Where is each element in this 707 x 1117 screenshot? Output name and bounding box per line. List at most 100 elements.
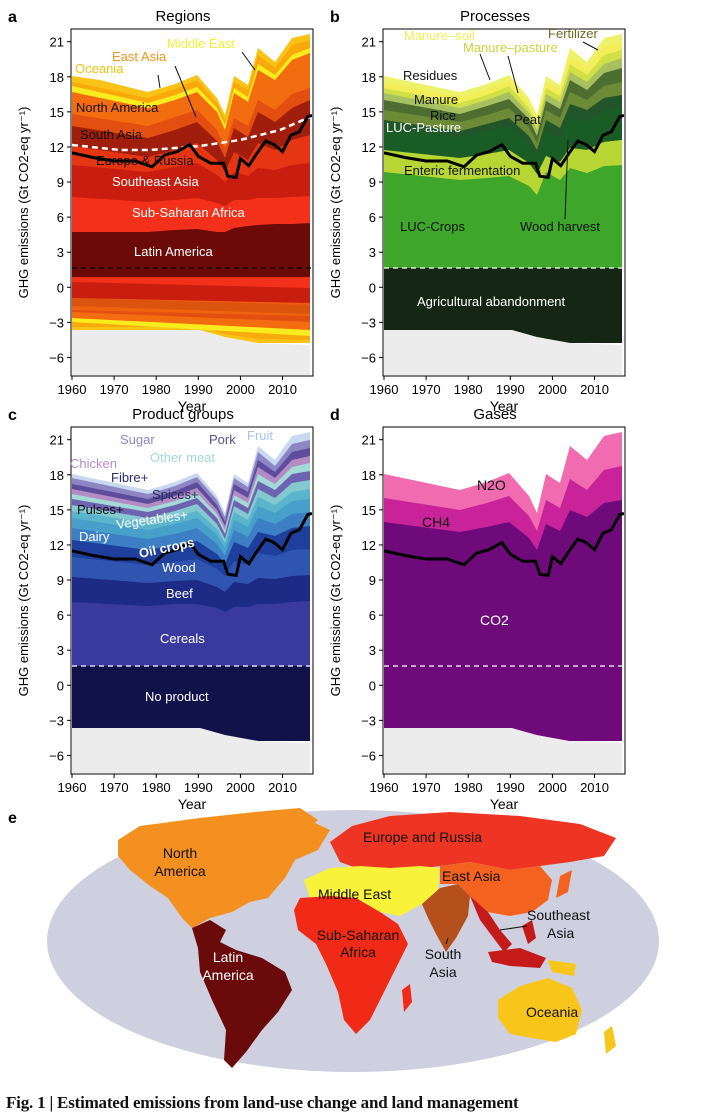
area-latin-america-negative [72,268,310,277]
panel-regions: a Regions Oceania East Asia Midd [8,8,314,377]
area-gross-negative [72,330,310,375]
panel-label-a: a [8,9,17,26]
map-label-latin-america-1: Latin [213,949,243,965]
area-agricultural-abandonment [384,268,622,343]
area-stack-a [72,34,312,375]
x-tick-label: 1990 [496,780,525,795]
panel-label-d: d [330,407,340,424]
x-axis-label: Year [178,398,207,414]
x-tick-label: 2010 [580,382,609,397]
y-tick-label: 3 [369,245,376,260]
x-tick-label: 2000 [226,382,255,397]
x-tick-label: 2010 [268,382,297,397]
label-enteric-fermentation: Enteric fermentation [404,163,520,178]
x-axis-label: Year [490,796,519,812]
area-labels-c: Sugar Pork Fruit Chicken Other meat Fibr… [70,428,273,704]
y-tick-label: 6 [369,210,376,225]
map-region-latin-america [192,920,292,1068]
map-label-latin-america-2: America [202,967,254,983]
x-tick-label: 1960 [58,382,87,397]
area-no-product [72,666,310,741]
map-region-oceania [498,978,582,1042]
y-tick-label: 18 [362,468,376,483]
y-tick-label: 9 [57,175,64,190]
label-europe-russia: Europe & Russia [96,153,194,168]
net-emissions-line-c [72,511,312,578]
x-tick-label: 1980 [454,382,483,397]
y-tick-label: 21 [362,433,376,448]
y-tick-label: 12 [50,538,64,553]
label-chicken: Chicken [70,456,117,471]
label-n2o: N2O [477,477,506,493]
panel-title-c: Product groups [132,406,234,423]
net-emissions-line-d [384,511,624,578]
label-fibre: Fibre+ [111,470,148,485]
label-manure: Manure [414,92,458,107]
y-tick-label: 9 [57,573,64,588]
x-tick-label: 1970 [412,780,441,795]
label-oceania: Oceania [75,61,124,76]
x-axis-label: Year [178,796,207,812]
map-labels: North America Europe and Russia Middle E… [154,829,590,1020]
y-tick-label: −3 [361,315,376,330]
map-label-sub-saharan-africa-1: Sub-Saharan [317,927,400,943]
label-east-asia: East Asia [112,49,167,64]
area-neg-band [72,286,310,303]
dashed-trend-line [72,115,311,152]
label-beef: Beef [166,586,193,601]
map-region-europe-russia [330,812,616,872]
panel-title-b: Processes [460,8,530,25]
x-tick-label: 1970 [100,382,129,397]
label-south-asia: South Asia [80,127,143,142]
label-pork: Pork [209,432,236,447]
y-tick-label: −6 [361,748,376,763]
label-residues: Residues [403,68,458,83]
map-label-sub-saharan-africa-2: Africa [340,944,376,960]
x-tick-label: 1970 [412,382,441,397]
x-tick-label: 1990 [184,382,213,397]
x-tick-label: 1990 [184,780,213,795]
x-tick-label: 2000 [538,382,567,397]
area-labels-b: Manure–soil Fertilizer Manure–pasture Re… [386,26,600,309]
label-luc-pasture: LUC-Pasture [386,120,461,135]
x-tick-label: 1980 [142,780,171,795]
y-tick-label: 6 [57,210,64,225]
y-tick-label: 18 [50,468,64,483]
area-stack-c [72,432,312,773]
y-axis-label: GHG emissions (Gt CO2-eq yr⁻¹) [16,107,31,299]
map-region-north-america [118,812,330,928]
y-tick-label: 15 [362,105,376,120]
panel-label-e: e [8,810,17,827]
label-wood: Wood [162,560,196,575]
x-tick-label: 1980 [142,382,171,397]
y-axis-label: GHG emissions (Gt CO2-eq yr⁻¹) [16,505,31,697]
y-axis-label: GHG emissions (Gt CO2-eq yr⁻¹) [328,505,343,697]
area-latin-america [72,223,310,268]
map-region-south-asia [422,884,470,952]
figure-caption: Fig. 1 | Estimated emissions from land-u… [6,1093,519,1112]
panel-title-d: Gases [473,406,516,423]
map-label-southeast-asia-2: Asia [547,925,574,941]
y-tick-label: 3 [57,245,64,260]
area-cereals [72,601,310,666]
y-tick-label: 3 [57,643,64,658]
map-label-north-america-2: America [154,863,206,879]
label-wood-harvest: Wood harvest [520,219,600,234]
label-pulses: Pulses+ [77,502,124,517]
label-sugar: Sugar [120,432,155,447]
panel-gases: d Gases N2O CH4 CO2 [330,406,626,775]
x-tick-label: 1960 [58,780,87,795]
label-cereals: Cereals [160,631,205,646]
x-axis-label: Year [490,398,519,414]
label-fertilizer: Fertilizer [548,26,599,41]
label-sub-saharan-africa: Sub-Saharan Africa [132,205,246,220]
x-tick-label: 1990 [496,382,525,397]
y-tick-label: −3 [361,713,376,728]
y-tick-label: 9 [369,573,376,588]
area-luc-crops [384,165,622,268]
x-tick-label: 1980 [454,780,483,795]
map-label-north-america-1: North [163,845,197,861]
y-tick-label: 21 [362,35,376,50]
y-tick-label: 12 [50,140,64,155]
y-tick-label: 0 [369,280,376,295]
